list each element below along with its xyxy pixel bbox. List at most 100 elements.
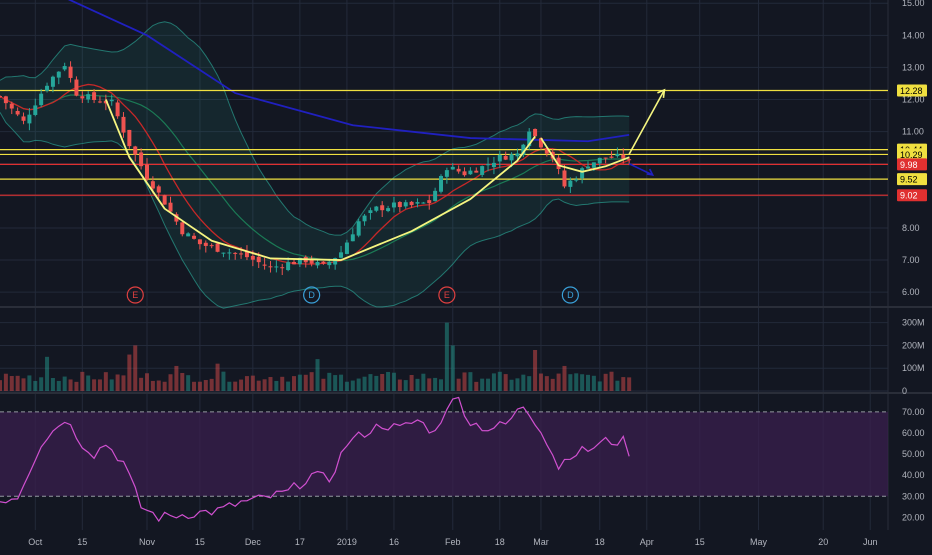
candle-body (538, 138, 543, 148)
volume-bar (380, 373, 385, 391)
candle-body (68, 66, 73, 78)
volume-bar (250, 375, 255, 391)
candle-body (350, 234, 355, 242)
volume-bar (574, 373, 579, 391)
candle-body (45, 85, 50, 91)
volume-bar (321, 378, 326, 391)
candle-body (80, 96, 85, 99)
volume-bar (121, 375, 126, 391)
candle-body (515, 153, 520, 157)
candle-body (209, 245, 214, 247)
candle-body (421, 202, 426, 204)
volume-bar (244, 376, 249, 391)
volume-bar (209, 378, 214, 391)
candle-body (456, 168, 461, 172)
moving-average-green-line (0, 94, 630, 262)
candle-body (615, 154, 620, 157)
volume-bar (103, 372, 108, 391)
volume-bar (586, 374, 590, 391)
volume-bar (162, 381, 167, 391)
level-label-box (897, 148, 927, 161)
candle-body (597, 157, 602, 164)
up-arrow-head (657, 88, 666, 98)
volume-bar (203, 380, 208, 391)
candle-body (15, 110, 20, 115)
x-tick-label: 2019 (337, 537, 357, 547)
volume-bar (544, 376, 549, 391)
candle-body (427, 200, 432, 204)
candle-body (621, 154, 626, 159)
price-tick-label: 13.00 (902, 62, 925, 72)
candle-body (586, 166, 590, 169)
candle-body (9, 103, 14, 109)
candle-body (474, 170, 479, 173)
volume-bar (39, 377, 44, 391)
candle-body (292, 261, 296, 265)
candle-body (33, 105, 38, 115)
volume-bar (27, 375, 32, 391)
candle-body (50, 76, 55, 87)
candle-body (27, 114, 32, 124)
level-label-box (897, 189, 927, 202)
rsi-tick-label: 20.00 (902, 512, 925, 522)
volume-bar (468, 372, 473, 391)
x-tick-label: 18 (495, 537, 505, 547)
x-tick-label: 15 (695, 537, 705, 547)
candle-body (409, 201, 414, 206)
volume-bar (115, 374, 120, 391)
level-label-box (897, 158, 927, 171)
cup-annotation-curve (105, 99, 536, 261)
candle-body (221, 252, 226, 254)
volume-bar (133, 345, 138, 391)
candle-body (39, 93, 44, 106)
candle-body (468, 170, 473, 175)
level-label-text: 9.98 (900, 160, 918, 170)
volume-bar (0, 380, 2, 391)
candle-body (156, 186, 161, 193)
candle-body (491, 162, 496, 168)
candle-body (591, 162, 596, 168)
x-tick-label: Apr (640, 537, 654, 547)
volume-bar (421, 373, 426, 391)
level-label-text: 9.02 (900, 191, 918, 201)
candle-body (0, 96, 2, 98)
candle-body (391, 202, 396, 208)
rsi-tick-label: 70.00 (902, 407, 925, 417)
price-tick-label: 15.00 (902, 0, 925, 8)
volume-bar (527, 376, 532, 391)
volume-bar (68, 379, 73, 391)
candle-body (315, 262, 320, 266)
candle-body (115, 102, 120, 117)
candle-body (544, 148, 549, 154)
volume-bar (491, 373, 496, 391)
rsi-tick-label: 30.00 (902, 491, 925, 501)
candle-body (321, 261, 326, 264)
candle-body (339, 252, 344, 258)
candle-body (556, 157, 561, 170)
candle-body (521, 144, 526, 155)
candle-body (280, 267, 285, 269)
candle-body (21, 116, 26, 121)
x-tick-label: Feb (445, 537, 461, 547)
volume-bar (274, 380, 279, 391)
candle-body (274, 266, 279, 268)
volume-bar (309, 372, 314, 391)
volume-tick-label: 100M (902, 363, 925, 373)
volume-bar (562, 365, 567, 391)
volume-bar (9, 376, 14, 391)
volume-bar (262, 379, 267, 391)
volume-bar (56, 380, 61, 391)
volume-bar (603, 373, 608, 391)
volume-bar (580, 374, 585, 391)
candle-body (186, 233, 191, 237)
volume-bar (339, 374, 344, 391)
volume-bar (197, 381, 202, 391)
candle-body (168, 202, 173, 212)
volume-bar (268, 377, 273, 391)
down-arrow-line (628, 163, 654, 176)
candle-body (180, 222, 185, 235)
volume-bar (239, 379, 244, 391)
candle-body (268, 266, 273, 268)
